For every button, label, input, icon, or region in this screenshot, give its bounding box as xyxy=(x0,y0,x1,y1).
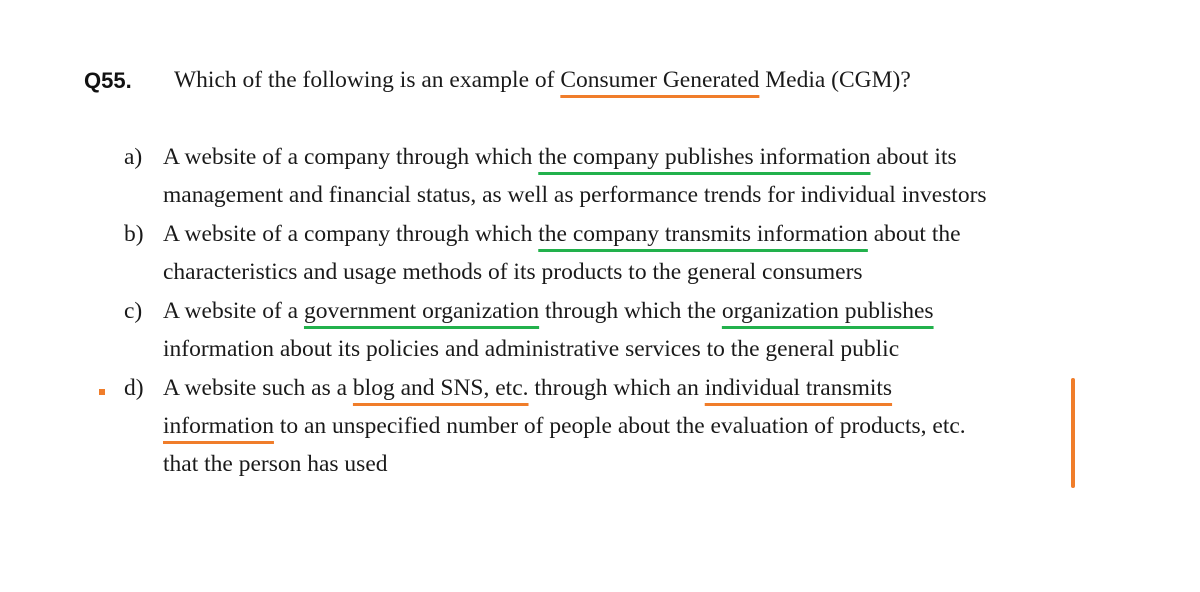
option-b-text-pre: A website of a company through which xyxy=(163,221,539,247)
question-keyword-highlight: Consumer Generated xyxy=(560,67,760,93)
option-a-text-pre: A website of a company through which xyxy=(163,144,539,170)
option-b-highlight: the company transmits information xyxy=(538,221,868,247)
option-d-highlight-3: information xyxy=(163,413,274,439)
answer-marker-icon xyxy=(99,389,105,395)
option-c-text-pre: A website of a xyxy=(163,298,304,324)
option-d-highlight-1: blog and SNS, etc. xyxy=(352,375,529,401)
question-text: Which of the following is an example of … xyxy=(174,67,911,94)
option-a-line-2: management and financial status, as well… xyxy=(163,182,987,208)
option-d-line-1: A website such as a blog and SNS, etc. t… xyxy=(163,375,892,402)
option-a-text-post: about its xyxy=(870,144,957,170)
option-b-line-1: A website of a company through which the… xyxy=(163,221,961,248)
option-d-text-post: to an unspecified number of people about… xyxy=(273,413,966,439)
option-a-highlight: the company publishes information xyxy=(538,144,871,170)
option-d-letter: d) xyxy=(124,375,144,401)
option-b-letter: b) xyxy=(124,221,144,247)
option-d-line-2: information to an unspecified number of … xyxy=(163,413,966,440)
option-d-text-mid: through which an xyxy=(528,375,705,401)
option-b-line-2: characteristics and usage methods of its… xyxy=(163,259,863,285)
question-text-post: Media (CGM)? xyxy=(759,67,911,93)
option-c-line-1: A website of a government organization t… xyxy=(163,298,934,325)
question-text-pre: Which of the following is an example of xyxy=(174,67,561,93)
option-c-letter: c) xyxy=(124,298,143,324)
question-number: Q55. xyxy=(84,68,132,93)
option-c-highlight-2: organization publishes xyxy=(721,298,934,324)
option-a-letter: a) xyxy=(124,144,143,170)
option-c-text-mid: through which the xyxy=(539,298,722,324)
option-b-text-post: about the xyxy=(867,221,961,247)
option-d-highlight-2: individual transmits xyxy=(704,375,893,401)
option-a-line-1: A website of a company through which the… xyxy=(163,144,957,171)
option-d-text-pre: A website such as a xyxy=(163,375,353,401)
option-c-highlight-1: government organization xyxy=(303,298,540,324)
option-d-line-3: that the person has used xyxy=(163,451,388,477)
answer-margin-bar xyxy=(1071,378,1075,488)
option-c-line-2: information about its policies and admin… xyxy=(163,336,900,362)
